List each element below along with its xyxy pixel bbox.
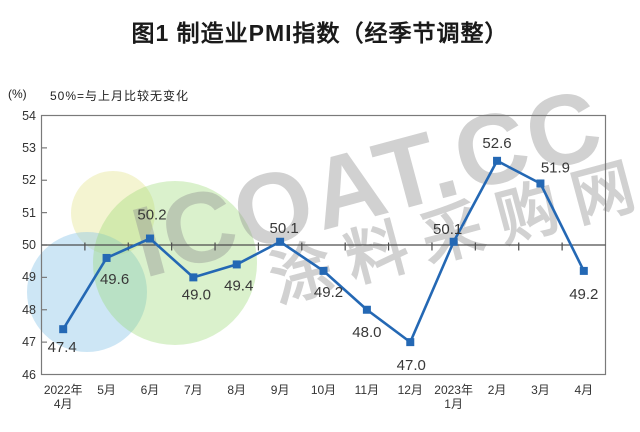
y-tick-label: 53 (22, 140, 36, 155)
data-point-marker (406, 338, 415, 347)
x-tick-label: 6月 (140, 383, 160, 397)
data-point-marker (449, 237, 458, 246)
data-point-label: 50.1 (433, 221, 462, 238)
data-point-label: 49.2 (569, 286, 598, 303)
x-tick-label: 10月 (310, 383, 337, 397)
data-point-label: 50.1 (270, 220, 299, 237)
decor-circle-green (93, 181, 257, 345)
watermark-tuliao-caigouwang: 涂料采购网 (262, 148, 640, 316)
data-point-marker (536, 179, 545, 188)
y-tick-label: 51 (22, 205, 36, 220)
x-tick-label: 7月 (184, 383, 203, 397)
x-tick-label: 12月 (397, 383, 423, 397)
x-tick-label: 11月 (354, 383, 380, 397)
data-point-marker (493, 156, 502, 165)
data-point-label: 47.0 (397, 357, 426, 374)
y-tick-label: 54 (22, 108, 36, 123)
data-point-label: 51.9 (541, 159, 570, 176)
baseline-note: 50%=与上月比较无变化 (50, 89, 190, 103)
chart-title: 图1 制造业PMI指数（经季节调整） (131, 20, 509, 46)
data-point-marker (362, 305, 371, 314)
y-tick-label: 52 (22, 173, 36, 188)
y-tick-label: 47 (22, 335, 36, 350)
data-point-label: 49.2 (314, 284, 343, 301)
x-tick-label: 8月 (227, 383, 247, 397)
data-point-marker (276, 237, 285, 246)
x-tick-label: 9月 (270, 383, 290, 397)
data-point-marker (579, 266, 588, 275)
y-axis-unit-label: (%) (8, 87, 27, 101)
y-tick-label: 48 (22, 302, 36, 317)
y-tick-label: 46 (22, 367, 36, 382)
x-tick-label: 3月 (531, 383, 550, 397)
x-tick-label: 2月 (487, 383, 507, 397)
y-tick-label: 50 (22, 238, 36, 252)
x-tick-label: 2023年 1月 (434, 383, 473, 411)
x-tick-label: 2022年 4月 (43, 383, 83, 411)
x-tick-label: 4月 (574, 383, 594, 397)
y-tick-label: 49 (22, 270, 36, 285)
data-point-label: 52.6 (482, 135, 511, 152)
data-point-label: 48.0 (352, 324, 381, 341)
data-point-marker (319, 266, 328, 275)
x-tick-label: 5月 (97, 383, 116, 397)
